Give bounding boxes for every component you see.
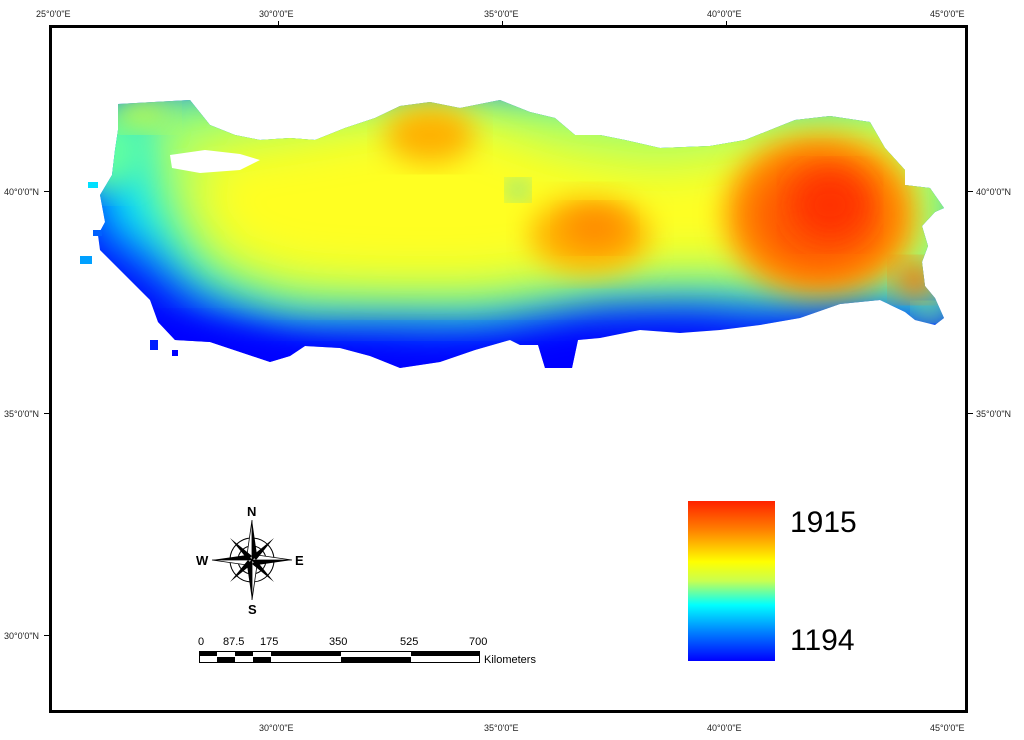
legend-color-bar <box>688 501 775 661</box>
tick-mark <box>44 413 49 414</box>
scale-label-175: 175 <box>260 636 279 648</box>
lon-label-top-35: 35°0'0"E <box>484 9 519 19</box>
compass-rose-icon <box>211 519 293 601</box>
scale-bar <box>199 651 480 663</box>
scale-label-0: 0 <box>198 636 205 648</box>
lon-label-bottom-35: 35°0'0"E <box>484 723 519 733</box>
legend-max-label: 1915 <box>790 506 857 539</box>
tick-mark <box>44 635 49 636</box>
compass-west-label: W <box>196 553 209 568</box>
tick-mark <box>502 21 503 26</box>
compass-north-label: N <box>247 504 257 519</box>
lat-label-left-30: 30°0'0"N <box>4 631 40 641</box>
lon-label-bottom-40: 40°0'0"E <box>707 723 742 733</box>
lon-label-top-45: 45°0'0"E <box>930 9 965 19</box>
tick-mark <box>968 413 973 414</box>
scale-label-350: 350 <box>329 636 348 648</box>
scale-label-525: 525 <box>400 636 419 648</box>
compass-south-label: S <box>248 602 257 617</box>
scale-label-700: 700 <box>469 636 488 648</box>
lat-label-left-35: 35°0'0"N <box>4 409 40 419</box>
scale-unit-label: Kilometers <box>484 654 536 666</box>
lon-label-bottom-45: 45°0'0"E <box>930 723 965 733</box>
scale-label-87: 87.5 <box>223 636 245 648</box>
lat-label-right-35: 35°0'0"N <box>976 409 1012 419</box>
tick-mark <box>726 21 727 26</box>
lon-label-top-30: 30°0'0"E <box>259 9 294 19</box>
lat-label-left-40: 40°0'0"N <box>4 187 40 197</box>
lon-label-top-25: 25°0'0"E <box>36 9 71 19</box>
tick-mark <box>968 191 973 192</box>
lat-label-right-40: 40°0'0"N <box>976 187 1012 197</box>
lon-label-bottom-30: 30°0'0"E <box>259 723 294 733</box>
compass-east-label: E <box>295 553 304 568</box>
tick-mark <box>278 21 279 26</box>
lon-label-top-40: 40°0'0"E <box>707 9 742 19</box>
tick-mark <box>44 191 49 192</box>
legend-min-label: 1194 <box>790 624 855 657</box>
